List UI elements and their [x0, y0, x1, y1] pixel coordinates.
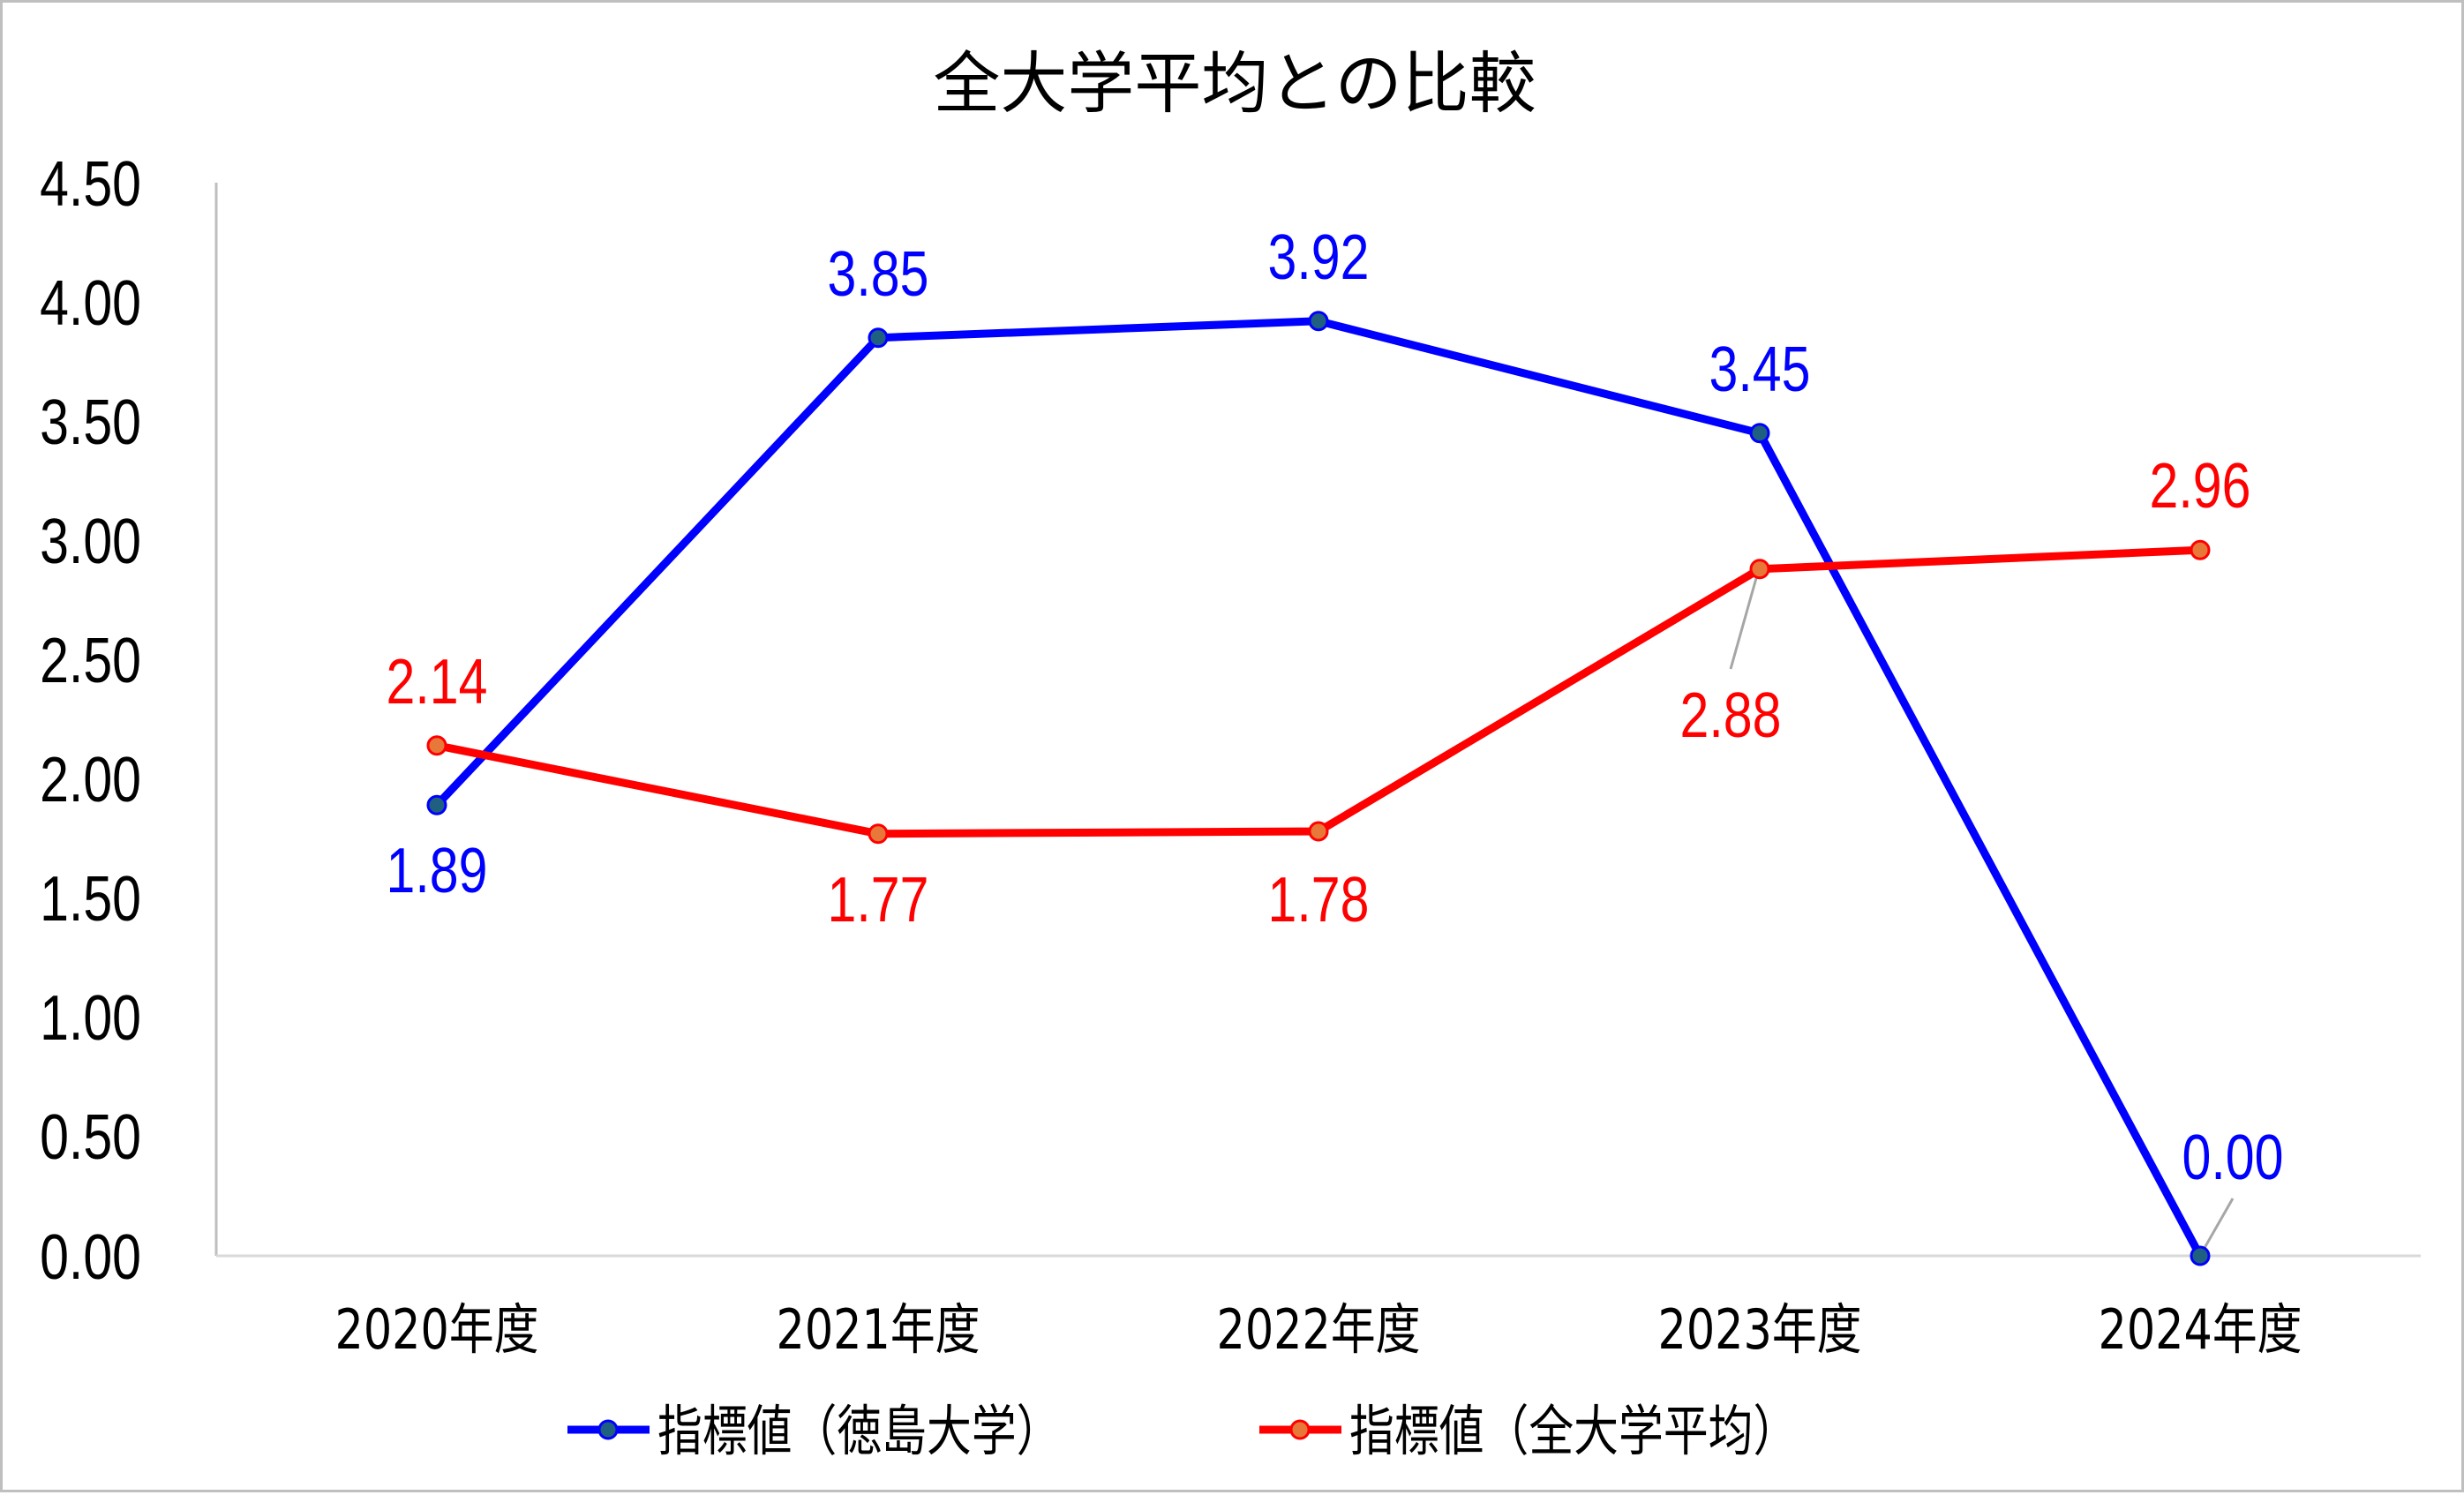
legend-marker-icon [597, 1419, 619, 1440]
x-tick-label: 2022年度 [1216, 1298, 1420, 1362]
data-point-marker[interactable] [868, 823, 889, 845]
y-axis-labels: 4.50 4.00 3.50 3.00 2.50 2.00 1.50 1.00 … [40, 147, 141, 1292]
y-tick-label: 2.00 [40, 743, 141, 815]
legend-label: 指標値（全大学平均） [1349, 1400, 1798, 1463]
data-point-marker[interactable] [2190, 539, 2211, 560]
x-axis-labels: 2020年度 2021年度 2022年度 2023年度 2024年度 [334, 1298, 2302, 1362]
data-label: 3.45 [1709, 333, 1811, 404]
y-tick-label: 0.00 [40, 1221, 141, 1292]
legend-marker-icon [1289, 1419, 1311, 1440]
y-tick-label: 4.00 [40, 267, 141, 338]
series-line-all-universities [436, 545, 2201, 838]
legend: 指標値（徳島大学） 指標値（全大学平均） [567, 1400, 1798, 1463]
y-tick-label: 2.50 [40, 624, 141, 695]
data-label: 1.77 [828, 863, 929, 935]
series-line-tokushima [433, 317, 2204, 1258]
legend-item-tokushima[interactable]: 指標値（徳島大学） [567, 1400, 1062, 1463]
leader-line [1729, 571, 1760, 670]
data-label: 2.14 [387, 645, 488, 717]
y-tick-label: 0.50 [40, 1101, 141, 1172]
data-label: 1.89 [387, 834, 488, 905]
data-point-marker[interactable] [1749, 423, 1770, 444]
legend-item-all-universities[interactable]: 指標値（全大学平均） [1259, 1400, 1798, 1463]
series-all-universities [426, 539, 2211, 845]
chart-title: 全大学平均との比較 [933, 44, 1536, 123]
data-point-marker[interactable] [2190, 1245, 2211, 1266]
y-tick-label: 4.50 [40, 147, 141, 219]
data-point-marker[interactable] [1308, 311, 1329, 332]
x-tick-label: 2020年度 [334, 1298, 538, 1362]
y-tick-label: 1.00 [40, 981, 141, 1053]
x-tick-label: 2023年度 [1657, 1298, 1861, 1362]
data-point-marker[interactable] [868, 327, 889, 349]
data-label: 2.96 [2150, 449, 2251, 521]
x-tick-label: 2021年度 [776, 1298, 980, 1362]
leader-line [2199, 1198, 2235, 1255]
data-point-marker[interactable] [1308, 821, 1329, 842]
line-chart: 全大学平均との比較 4.50 4.00 3.50 3.00 2.50 2.00 … [40, 44, 2421, 1463]
data-label: 2.88 [1680, 679, 1782, 750]
data-labels-tokushima: 1.89 3.85 3.92 3.45 0.00 [387, 221, 2284, 1192]
y-tick-label: 3.50 [40, 386, 141, 457]
data-label: 3.92 [1268, 221, 1370, 292]
legend-label: 指標値（徳島大学） [657, 1400, 1062, 1463]
data-point-marker[interactable] [1749, 559, 1770, 580]
series-tokushima [426, 311, 2211, 1266]
data-labels-all-universities: 2.14 1.77 1.78 2.88 2.96 [387, 449, 2251, 935]
data-label: 1.78 [1268, 863, 1370, 935]
data-label: 0.00 [2182, 1121, 2284, 1192]
y-tick-label: 1.50 [40, 862, 141, 934]
data-label: 3.85 [828, 237, 929, 309]
data-point-marker[interactable] [426, 794, 447, 815]
x-tick-label: 2024年度 [2098, 1298, 2302, 1362]
data-point-marker[interactable] [426, 735, 447, 756]
y-tick-label: 3.00 [40, 505, 141, 576]
